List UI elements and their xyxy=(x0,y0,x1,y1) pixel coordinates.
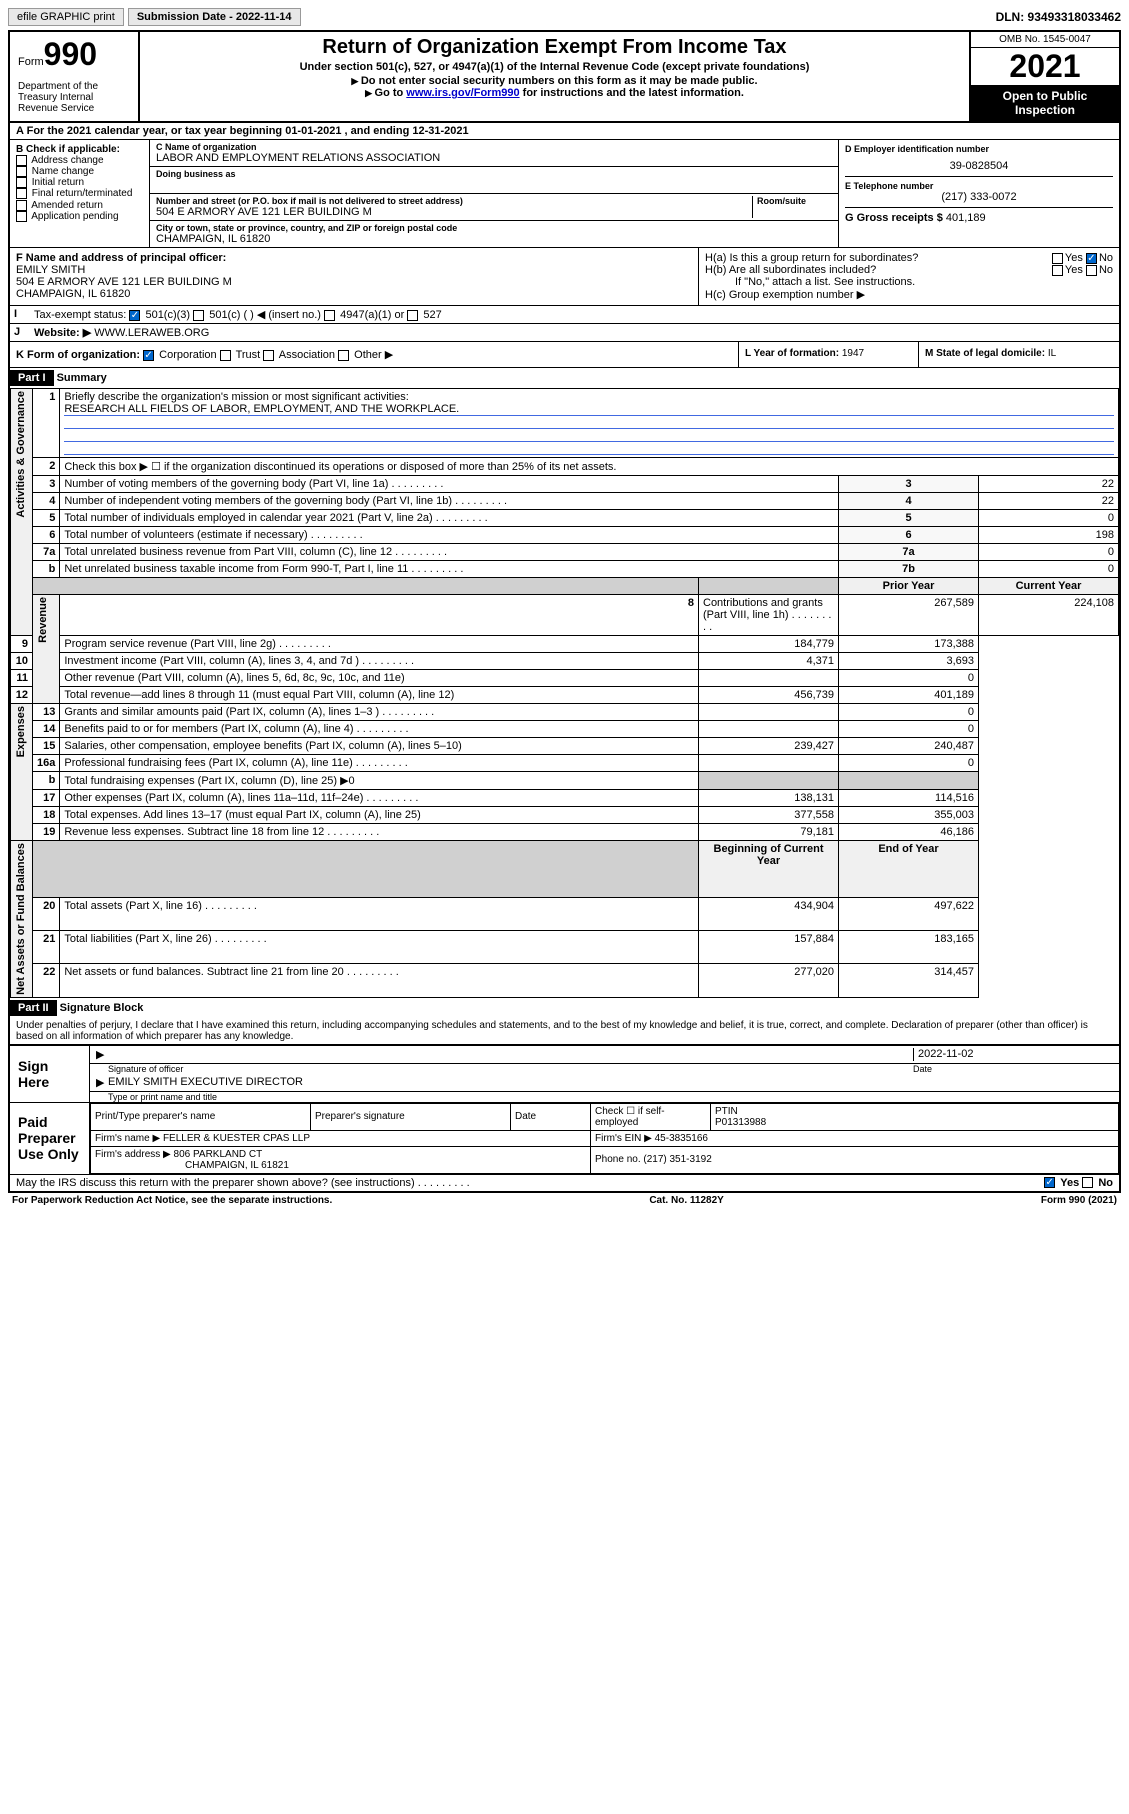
signature-block: Sign Here ▶2022-11-02 Signature of offic… xyxy=(8,1046,1121,1193)
irs-link[interactable]: www.irs.gov/Form990 xyxy=(406,87,519,99)
gross-receipts: 401,189 xyxy=(946,212,986,224)
col-c-org-info: C Name of organizationLABOR AND EMPLOYME… xyxy=(150,140,839,247)
website-value: WWW.LERAWEB.ORG xyxy=(94,327,209,339)
mission-text: RESEARCH ALL FIELDS OF LABOR, EMPLOYMENT… xyxy=(64,403,1114,416)
row-a-tax-year: A For the 2021 calendar year, or tax yea… xyxy=(10,123,1119,140)
open-public-badge: Open to Public Inspection xyxy=(971,85,1119,121)
chk-trust[interactable] xyxy=(220,350,231,361)
preparer-table: Print/Type preparer's name Preparer's si… xyxy=(90,1103,1119,1174)
chk-corporation[interactable]: ✓ xyxy=(143,350,154,361)
chk-discuss-no[interactable] xyxy=(1082,1177,1093,1188)
row-f-officer: F Name and address of principal officer:… xyxy=(10,248,699,305)
page-footer: For Paperwork Reduction Act Notice, see … xyxy=(8,1193,1121,1208)
form-header: Form990 Department of the Treasury Inter… xyxy=(8,30,1121,123)
chk-address-change[interactable] xyxy=(16,155,27,166)
chk-other[interactable] xyxy=(338,350,349,361)
firm-address: 806 PARKLAND CT xyxy=(174,1149,263,1160)
chk-ha-no[interactable]: ✓ xyxy=(1086,253,1097,264)
ssn-warning: Do not enter social security numbers on … xyxy=(144,75,965,87)
goto-instructions: Go to www.irs.gov/Form990 for instructio… xyxy=(144,87,965,99)
officer-name: EMILY SMITH EXECUTIVE DIRECTOR xyxy=(108,1076,1113,1089)
org-name: LABOR AND EMPLOYMENT RELATIONS ASSOCIATI… xyxy=(156,152,832,164)
firm-ein: 45-3835166 xyxy=(655,1133,708,1144)
row-j-website: Website: ▶ WWW.LERAWEB.ORG xyxy=(30,324,1119,341)
ein-value: 39-0828504 xyxy=(845,160,1113,172)
perjury-declaration: Under penalties of perjury, I declare th… xyxy=(10,1018,1119,1044)
telephone-value: (217) 333-0072 xyxy=(845,191,1113,203)
row-m-domicile: M State of legal domicile: IL xyxy=(919,342,1119,367)
org-city: CHAMPAIGN, IL 61820 xyxy=(156,233,832,245)
part1-header: Part I xyxy=(10,370,54,386)
side-net-assets: Net Assets or Fund Balances xyxy=(15,843,27,995)
department-label: Department of the Treasury Internal Reve… xyxy=(18,81,130,114)
side-governance: Activities & Governance xyxy=(15,391,27,518)
part2-header: Part II xyxy=(10,1000,57,1016)
side-revenue: Revenue xyxy=(37,597,49,643)
chk-amended-return[interactable] xyxy=(16,200,27,211)
org-address: 504 E ARMORY AVE 121 LER BUILDING M xyxy=(156,206,752,218)
chk-final-return[interactable] xyxy=(16,188,27,199)
side-expenses: Expenses xyxy=(15,706,27,757)
sign-here-label: Sign Here xyxy=(10,1046,90,1102)
chk-initial-return[interactable] xyxy=(16,177,27,188)
chk-ha-yes[interactable] xyxy=(1052,253,1063,264)
submission-date: Submission Date - 2022-11-14 xyxy=(128,8,301,26)
form-number: 990 xyxy=(44,36,97,72)
firm-phone: (217) 351-3192 xyxy=(643,1154,711,1165)
chk-501c[interactable] xyxy=(193,310,204,321)
summary-table: Activities & Governance 1 Briefly descri… xyxy=(10,388,1119,998)
row-l-formation: L Year of formation: 1947 xyxy=(739,342,919,367)
sig-date: 2022-11-02 xyxy=(913,1048,1113,1061)
firm-name: FELLER & KUESTER CPAS LLP xyxy=(163,1133,310,1144)
may-discuss-row: May the IRS discuss this return with the… xyxy=(10,1174,1119,1191)
chk-hb-no[interactable] xyxy=(1086,265,1097,276)
chk-discuss-yes[interactable]: ✓ xyxy=(1044,1177,1055,1188)
col-b-checkboxes: B Check if applicable: Address change Na… xyxy=(10,140,150,247)
row-h-group: H(a) Is this a group return for subordin… xyxy=(699,248,1119,305)
top-bar: efile GRAPHIC print Submission Date - 20… xyxy=(8,8,1121,26)
chk-hb-yes[interactable] xyxy=(1052,265,1063,276)
chk-association[interactable] xyxy=(263,350,274,361)
paid-preparer-label: Paid Preparer Use Only xyxy=(10,1103,90,1174)
form-label: Form xyxy=(18,56,44,68)
chk-4947[interactable] xyxy=(324,310,335,321)
row-k-org-form: K Form of organization: ✓ Corporation Tr… xyxy=(10,342,739,367)
form-title: Return of Organization Exempt From Incom… xyxy=(144,36,965,59)
omb-number: OMB No. 1545-0047 xyxy=(971,32,1119,48)
chk-501c3[interactable]: ✓ xyxy=(129,310,140,321)
col-d-ein-phone: D Employer identification number39-08285… xyxy=(839,140,1119,247)
chk-application-pending[interactable] xyxy=(16,211,27,222)
efile-print-button[interactable]: efile GRAPHIC print xyxy=(8,8,124,26)
chk-527[interactable] xyxy=(407,310,418,321)
dln-number: DLN: 93493318033462 xyxy=(996,10,1121,24)
ptin-value: P01313988 xyxy=(715,1117,766,1128)
form-subtitle: Under section 501(c), 527, or 4947(a)(1)… xyxy=(144,61,965,73)
main-form-grid: A For the 2021 calendar year, or tax yea… xyxy=(8,123,1121,1046)
tax-year: 2021 xyxy=(971,48,1119,85)
row-i-tax-status: Tax-exempt status: ✓ 501(c)(3) 501(c) ( … xyxy=(30,306,1119,323)
chk-name-change[interactable] xyxy=(16,166,27,177)
